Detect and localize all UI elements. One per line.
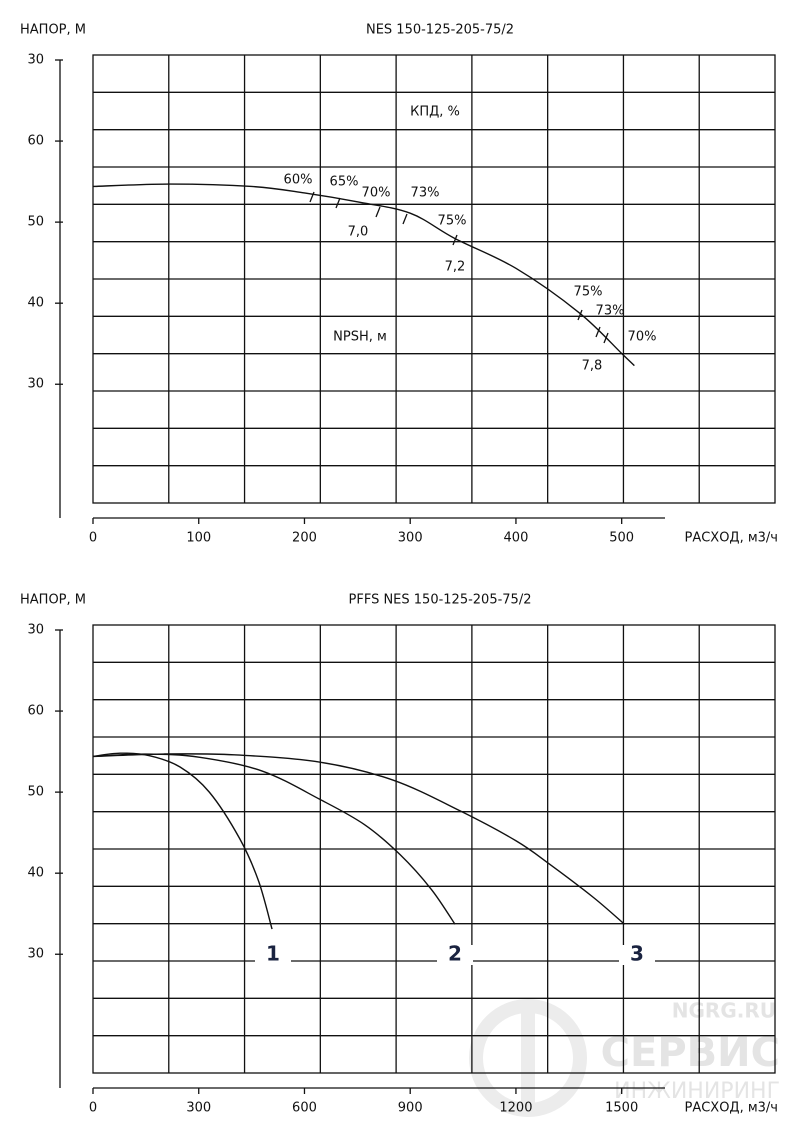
y-tick-label: 40 xyxy=(27,296,44,311)
x-tick-label: 500 xyxy=(609,531,634,546)
annotation: 70% xyxy=(628,330,657,345)
x-tick-label: 300 xyxy=(186,1101,211,1116)
y-tick-label: 40 xyxy=(27,866,44,881)
chart: НАПОР, М NES 150-125-205-75/2 РАСХОД, м3/ч… xyxy=(20,23,778,546)
y-tick-label: 30 xyxy=(27,623,44,638)
y-tick-label: 50 xyxy=(27,215,44,230)
annotation: 73% xyxy=(411,186,440,201)
annotation: NPSH, м xyxy=(333,330,387,345)
curve xyxy=(92,183,635,367)
chart-title: NES 150-125-205-75/2 xyxy=(366,23,514,38)
curve-label: 2 xyxy=(448,942,462,966)
x-tick-label: 900 xyxy=(398,1101,423,1116)
watermark-logo xyxy=(469,999,587,1117)
annotation: 70% xyxy=(362,186,391,201)
curve-label-bg xyxy=(255,945,291,965)
annotation: 7,8 xyxy=(582,359,603,374)
curve-label: 1 xyxy=(266,942,280,966)
y-axis-label: НАПОР, М xyxy=(20,593,86,608)
y-tick-label: 30 xyxy=(27,53,44,68)
curve xyxy=(92,753,625,925)
x-tick-label: 0 xyxy=(89,531,97,546)
x-tick-label: 300 xyxy=(398,531,423,546)
efficiency-tick xyxy=(452,234,458,246)
x-tick-label: 1500 xyxy=(605,1101,638,1116)
annotation: 75% xyxy=(438,214,467,229)
efficiency-tick xyxy=(577,309,583,321)
y-axis-label: НАПОР, М xyxy=(20,23,86,38)
efficiency-tick xyxy=(402,213,408,225)
y-tick-label: 30 xyxy=(27,377,44,392)
x-tick-label: 0 xyxy=(89,1101,97,1116)
curve xyxy=(92,752,273,930)
chart-title: PFFS NES 150-125-205-75/2 xyxy=(349,593,532,608)
efficiency-tick xyxy=(309,191,315,203)
x-axis-label: РАСХОД, м3/ч xyxy=(684,531,778,546)
y-tick-label: 60 xyxy=(27,134,44,149)
annotation: 7,2 xyxy=(445,260,466,275)
y-tick-label: 60 xyxy=(27,704,44,719)
curve-label: 3 xyxy=(630,942,644,966)
annotation: 65% xyxy=(330,175,359,190)
efficiency-tick xyxy=(603,332,609,344)
curve-label-bg xyxy=(437,945,473,965)
annotation: 73% xyxy=(596,304,625,319)
x-tick-label: 100 xyxy=(186,531,211,546)
annotation: 60% xyxy=(284,173,313,188)
curve-label-bg xyxy=(619,945,655,965)
watermark-text: NGRG.RU xyxy=(672,999,776,1023)
x-tick-label: 200 xyxy=(292,531,317,546)
x-tick-label: 600 xyxy=(292,1101,317,1116)
curve xyxy=(92,753,456,925)
efficiency-tick xyxy=(335,197,341,209)
chart: НАПОР, М PFFS NES 150-125-205-75/2 РАСХОД,… xyxy=(20,593,778,1116)
annotation: 7,0 xyxy=(348,225,369,240)
watermark-text: СЕРВИС xyxy=(601,1030,780,1076)
annotation: КПД, % xyxy=(410,105,460,120)
y-tick-label: 50 xyxy=(27,785,44,800)
y-tick-label: 30 xyxy=(27,947,44,962)
x-tick-label: 400 xyxy=(504,531,529,546)
x-axis-label: РАСХОД, м3/ч xyxy=(684,1101,778,1116)
efficiency-tick xyxy=(595,326,601,338)
x-tick-label: 1200 xyxy=(499,1101,532,1116)
efficiency-tick xyxy=(375,206,381,218)
watermark-text: ИНЖИНИРИНГ xyxy=(614,1079,780,1104)
annotation: 75% xyxy=(574,285,603,300)
watermark: NGRG.RU СЕРВИС ИНЖИНИРИНГ xyxy=(469,999,780,1117)
